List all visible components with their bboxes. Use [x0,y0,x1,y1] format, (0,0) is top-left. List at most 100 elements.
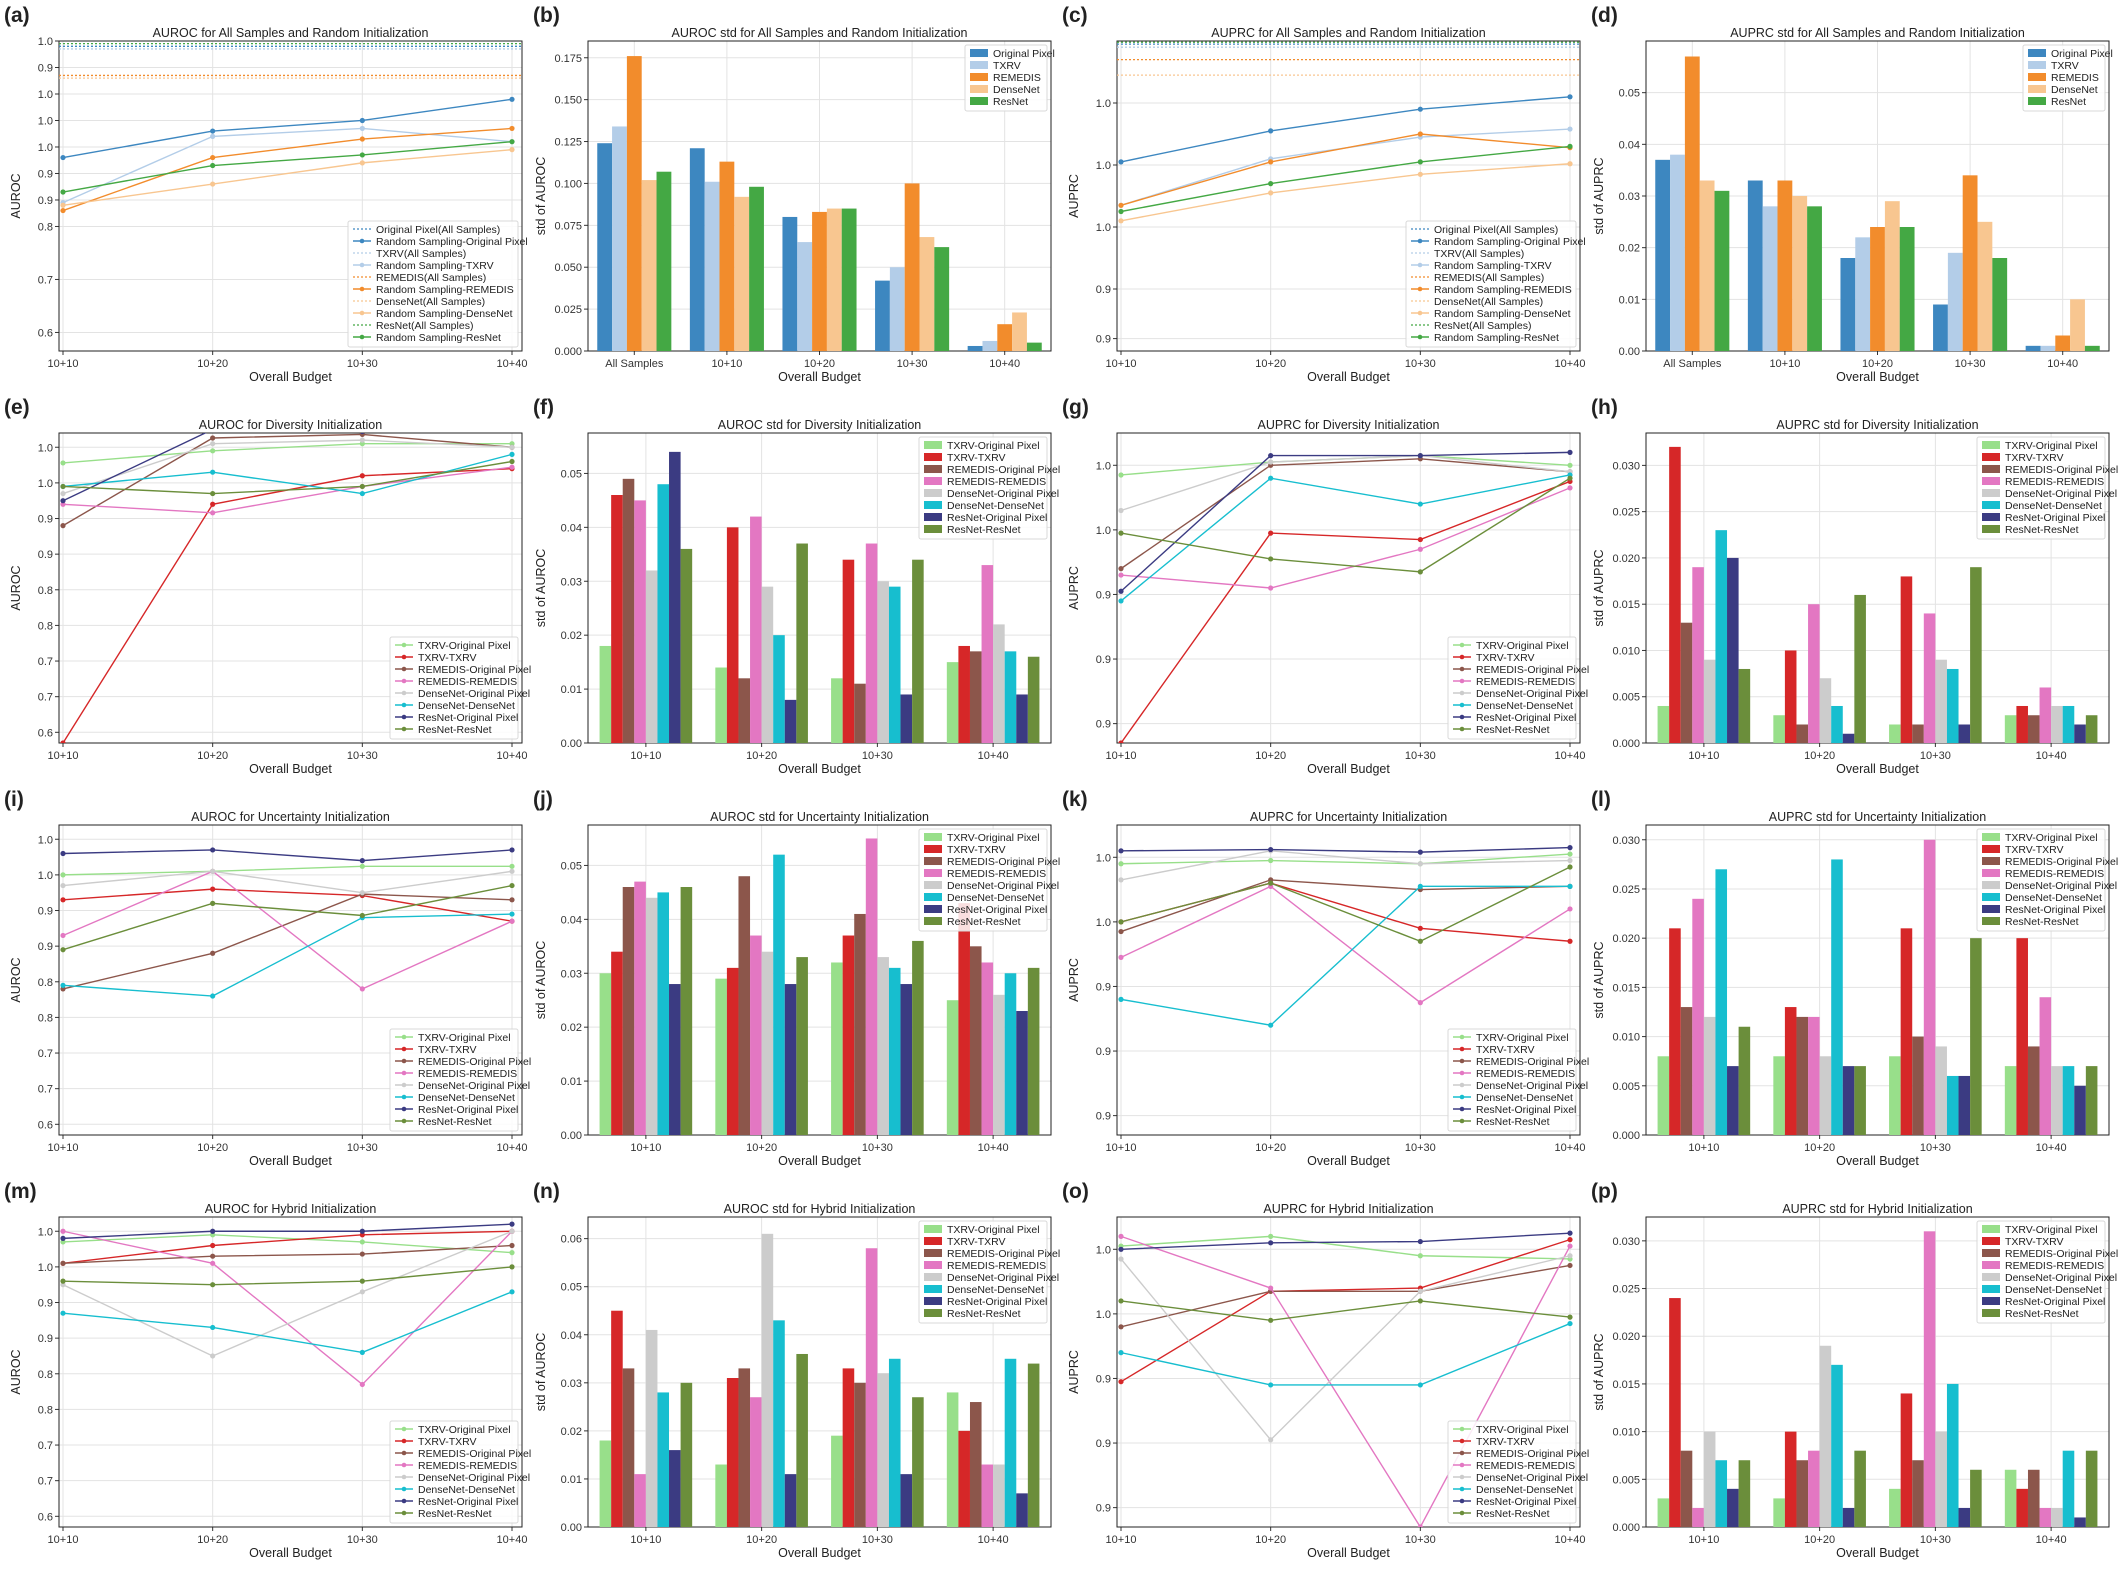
data-point [360,433,365,435]
bar [1657,705,1670,743]
axes-frame [587,824,1052,1136]
legend-marker [1417,238,1423,244]
chart-title: AUPRC std for Uncertainty Initialization [1769,810,1986,824]
bar [854,913,866,1135]
legend-swatch [924,1225,942,1233]
y-tick-label: 0.150 [554,95,582,107]
bar [1912,1036,1924,1135]
series-line [1120,885,1571,1004]
bar [1947,252,1963,351]
legend-entry: REMEDIS-REMEDIS [947,476,1046,488]
legend-entry: Original Pixel [2051,48,2113,60]
panel-label: (d) [1591,4,1618,27]
legend-box [1447,636,1577,740]
x-tick-label: 10+10 [1769,358,1800,370]
legend-marker [401,702,407,708]
y-tick-label: 0.005 [1612,1081,1640,1093]
x-tick-label: 10+10 [1106,358,1137,370]
panel-label: (h) [1591,396,1618,419]
x-tick-label: 10+10 [1106,1142,1137,1154]
data-point [1118,218,1124,224]
data-point [210,847,216,853]
bar [761,586,774,743]
data-point [1118,530,1124,536]
y-axis-label: std of AUPRC [1592,1333,1606,1410]
bar [1946,1383,1959,1527]
bar [981,1464,994,1527]
series-line [62,870,513,894]
legend-marker [401,1438,407,1444]
bar [2039,997,2052,1135]
y-tick-label: 0.000 [554,346,582,358]
legend-entry: ResNet-ResNet [1476,1508,1550,1520]
legend-entry: TXRV-TXRV [418,1044,477,1056]
x-tick-label: 10+20 [1255,358,1286,370]
axes-frame [58,824,523,1136]
y-tick-label: 0.9 [1096,589,1111,601]
bar [969,946,982,1135]
series-line [1120,163,1571,222]
y-tick-label: 0.00 [561,1522,582,1534]
legend-entry: DenseNet-Original Pixel [2005,880,2117,892]
legend-swatch [924,1285,942,1293]
legend-box [389,1420,519,1524]
bar [1657,1056,1670,1135]
chart-svg: (k) AUPRC for Uncertainty Initialization 0… [1062,788,1589,1168]
x-tick-label: 10+10 [1688,1142,1719,1154]
y-tick-label: 1.0 [38,1226,53,1238]
series-line [62,127,513,204]
bar [1842,733,1855,743]
data-point [60,1278,66,1284]
data-point [1567,938,1573,944]
legend-entry: ResNet [2051,96,2086,108]
legend-entry: TXRV-Original Pixel [1476,1424,1569,1436]
y-tick-label: 0.9 [38,906,53,918]
data-point [1567,1314,1573,1320]
bar [912,1397,924,1527]
bar [1784,1007,1797,1135]
legend-marker [1417,334,1423,340]
legend-entry: Original Pixel(All Samples) [1434,224,1558,236]
chart-panel: (k) AUPRC for Uncertainty Initialization 0… [1060,785,1589,1177]
data-point [60,947,66,953]
legend-entry: TXRV-Original Pixel [2005,440,2098,452]
bar [1808,1450,1820,1527]
legend-swatch [1982,477,2000,485]
bar [1012,312,1027,351]
data-point [1118,1350,1124,1356]
y-tick-label: 0.100 [554,178,582,190]
legend-swatch [924,869,942,877]
legend-swatch [924,465,942,473]
chart-title: AUROC std for All Samples and Random Ini… [672,26,968,40]
bar [1773,715,1785,743]
y-tick-label: 0.7 [38,1440,53,1452]
data-point [1118,1298,1124,1304]
y-tick-label: 0.01 [561,684,582,696]
legend-entry: TXRV-Original Pixel [2005,832,2098,844]
legend-entry: TXRV-Original Pixel [418,640,511,652]
x-tick-label: 10+30 [862,750,893,762]
y-tick-label: 0.005 [1612,692,1640,704]
series-line [62,140,513,193]
data-point [1417,925,1423,931]
plot-area [59,42,522,214]
x-tick-label: 10+30 [347,1534,378,1546]
chart-title: AUPRC for All Samples and Random Initial… [1211,26,1485,40]
legend-marker [1459,1510,1465,1516]
data-point [1567,94,1573,100]
series-line [62,466,513,514]
panel-label: (a) [4,4,30,27]
y-tick-label: 0.6 [38,1511,53,1523]
data-point [210,1260,216,1266]
data-point [359,912,365,919]
bar [2062,705,2075,743]
bar [1808,1016,1820,1135]
data-point [1118,1324,1124,1330]
bar [611,951,623,1135]
legend-entry: REMEDIS(All Samples) [376,272,486,284]
chart-panel: (p) AUPRC std for Hybrid Initialization 0.… [1589,1177,2118,1569]
y-tick-label: 0.6 [38,1119,53,1131]
data-point [359,437,365,443]
